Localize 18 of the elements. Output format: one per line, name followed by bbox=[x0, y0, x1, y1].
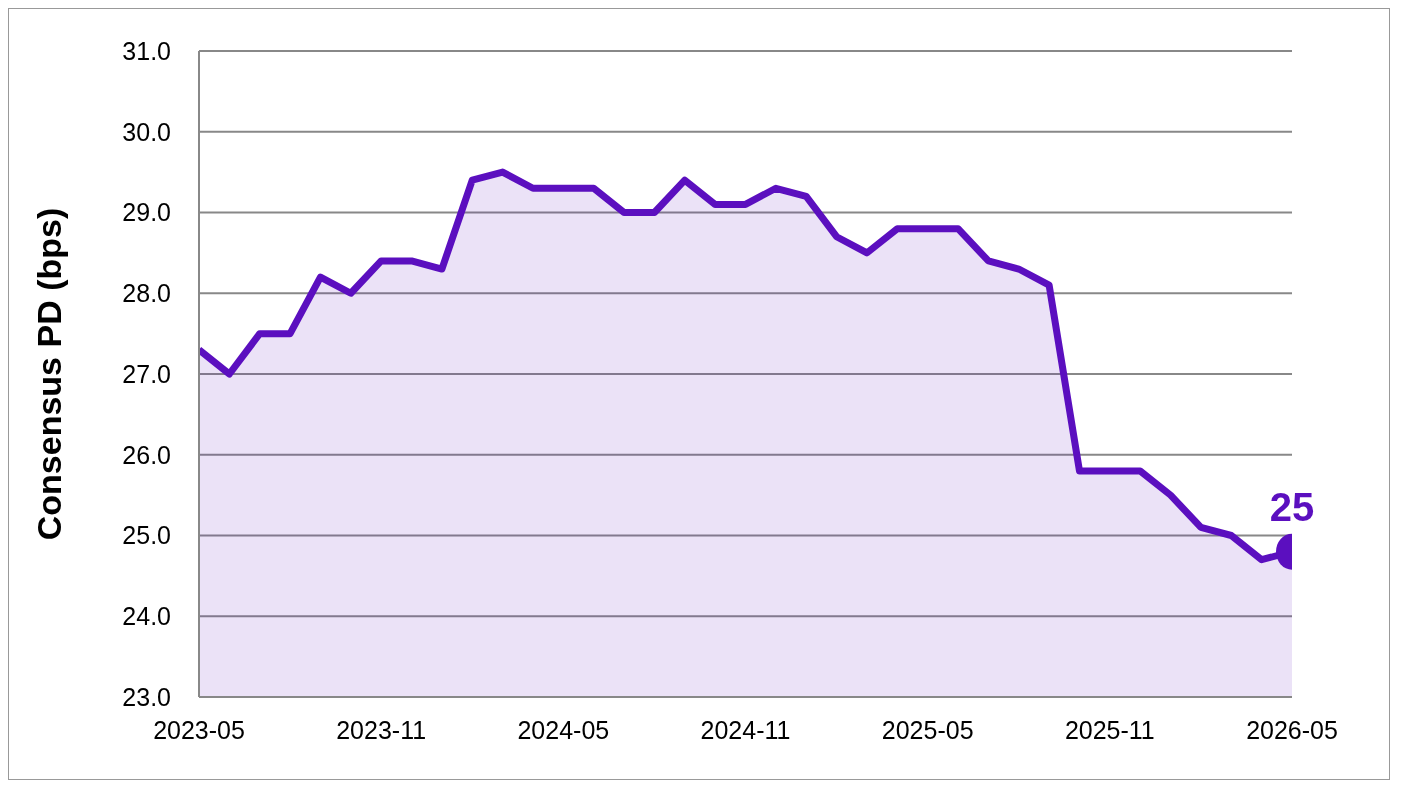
y-tick-label: 27.0 bbox=[122, 359, 171, 388]
y-tick-label: 30.0 bbox=[122, 117, 171, 146]
y-axis-title: Consensus PD (bps) bbox=[30, 207, 69, 541]
y-tick-label: 23.0 bbox=[122, 682, 171, 711]
y-tick-label: 28.0 bbox=[122, 279, 171, 308]
x-tick-label: 2025-05 bbox=[881, 715, 974, 744]
x-tick-label: 2025-11 bbox=[1064, 715, 1155, 744]
y-tick-label: 31.0 bbox=[122, 36, 171, 65]
x-tick-label: 2023-05 bbox=[153, 715, 245, 744]
y-tick-label: 25.0 bbox=[122, 521, 171, 550]
x-tick-label: 2024-11 bbox=[700, 715, 791, 744]
x-tick-label: 2024-05 bbox=[517, 715, 610, 744]
y-tick-label: 26.0 bbox=[122, 440, 171, 469]
x-tick-label: 2023-11 bbox=[336, 715, 427, 744]
y-tick-label: 29.0 bbox=[122, 198, 171, 227]
x-tick-label: 2026-05 bbox=[1246, 715, 1338, 744]
data-label: 25 bbox=[1269, 485, 1315, 530]
y-tick-label: 24.0 bbox=[122, 602, 171, 631]
